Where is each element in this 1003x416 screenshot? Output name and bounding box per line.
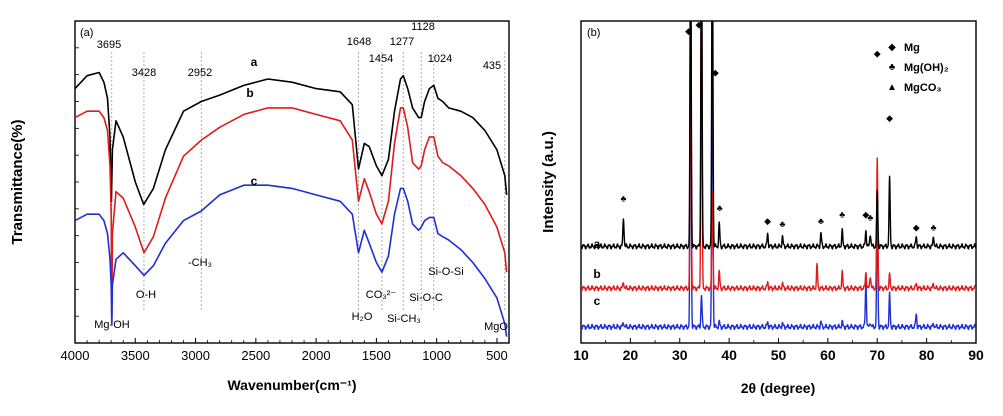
panel-b-label: (b) [587,27,600,39]
peak-label-3695: 3695 [97,39,121,51]
phase-marker-13: ◆ [913,222,920,232]
peak-label-1024: 1024 [428,53,452,65]
series-c-line [581,21,976,331]
phase-marker-14: ♣ [931,222,937,232]
x-tick-label-2500: 2500 [241,348,270,363]
xrd-plot-clip [581,21,976,331]
curve-label-a: a [594,237,601,251]
x-tick-label-80: 80 [919,347,935,363]
peak-label-1648: 1648 [347,36,371,48]
legend-symbol-mgoh2: ♣ [889,62,896,73]
curve-label-a: a [251,55,258,69]
curve-label-b: b [593,267,600,281]
phase-marker-3: ◆ [712,68,719,78]
phase-markers: ♣◆◆◆♣◆ ♣ ♣♣ ◆♣◆◆◆ ♣ [621,19,937,232]
assignment-co3: CO₃²⁻ [366,289,397,301]
x-tick-label-60: 60 [820,347,836,363]
curve-label-c: c [594,294,601,308]
xrd-series [581,21,976,331]
x-tick-label-70: 70 [869,347,885,363]
y-axis-title: Transmittance(%) [9,119,26,244]
panel-a-plot-frame [74,20,510,344]
phase-marker-8: ♣ [839,209,845,219]
peak-label-1128: 1128 [411,21,435,33]
x-tick-label-1000: 1000 [422,348,451,363]
x-tick-label-2000: 2000 [302,348,331,363]
series-a-line [581,21,976,250]
phase-marker-5: ◆ [764,216,771,226]
peak-label-435: 435 [483,60,501,72]
phase-marker-10: ♣ [867,213,873,223]
x-tick-label-1500: 1500 [362,348,391,363]
assignment-h2o: H₂O [352,311,373,323]
legend-symbol-mgco3: ▲ [887,82,897,93]
legend-symbol-mg: ◆ [888,42,896,53]
x-tick-label-500: 500 [486,348,508,363]
legend-label-mg: Mg [904,42,920,54]
phase-marker-4: ♣ [717,203,723,213]
series-b-line [74,107,508,325]
assignment-si-ch3: Si-CH₃ [387,313,421,325]
x-axis-title: Wavenumber(cm⁻¹) [227,377,356,393]
series-b-line [581,21,976,292]
assignment-ch3: -CH₃ [188,257,212,269]
legend: ◆ Mg ♣ Mg(OH)₂ ▲ MgCO₃ [887,42,949,94]
peak-label-3428: 3428 [132,67,156,79]
x-axis-title: 2θ (degree) [741,380,815,396]
x-axis-ticks: 10 20 30 40 50 60 70 80 90 [573,338,984,363]
phase-marker-1: ◆ [685,26,692,36]
x-tick-label-90: 90 [968,347,984,363]
x-tick-label-10: 10 [573,347,589,363]
legend-label-mgco3: MgCO₃ [904,82,941,94]
ftir-series [74,71,508,337]
panel-a-label: (a) [80,27,93,39]
legend-label-mgoh2: Mg(OH)₂ [904,62,949,74]
curve-label-b: b [246,86,253,100]
assignment-mg-oh: Mg-OH [94,319,130,331]
assignment-si-o-c: Si-O-C [409,292,443,304]
y-axis-title: Intensity (a.u.) [540,131,557,233]
x-tick-label-4000: 4000 [61,348,90,363]
curve-label-c: c [251,174,258,188]
assignment-si-o-si: Si-O-Si [428,266,463,278]
phase-marker-12: ◆ [886,113,893,123]
phase-marker-9: ◆ [862,209,869,219]
series-a-line [74,71,508,206]
series-c-line [74,184,508,337]
assignment-mgo: MgO [484,321,508,333]
phase-marker-6: ♣ [779,219,785,229]
peak-label-2952: 2952 [188,67,212,79]
x-tick-label-40: 40 [721,347,737,363]
xrd-panel: (b) ♣◆◆◆♣◆ ♣ ♣♣ ◆♣◆◆◆ ♣ 10 20 30 40 50 60 70 80 90 a… [540,19,984,396]
phase-marker-0: ♣ [621,193,627,203]
peak-label-1277: 1277 [390,36,414,48]
phase-marker-7: ♣ [818,216,824,226]
x-tick-label-50: 50 [771,347,787,363]
assignment-o-h: O-H [136,289,156,301]
phase-marker-2: ◆ [696,19,703,29]
x-axis-ticks: 4000 3500 3000 2500 2000 1500 1000 500 [61,47,510,363]
peak-label-1454: 1454 [369,53,393,65]
x-tick-label-3500: 3500 [121,348,150,363]
x-tick-label-3000: 3000 [181,348,210,363]
x-tick-label-30: 30 [672,347,688,363]
ftir-panel: (a) 4000 3500 3000 2500 2000 1500 1000 500 3695… [9,20,510,393]
phase-marker-11: ◆ [874,48,881,58]
x-tick-label-20: 20 [623,347,639,363]
